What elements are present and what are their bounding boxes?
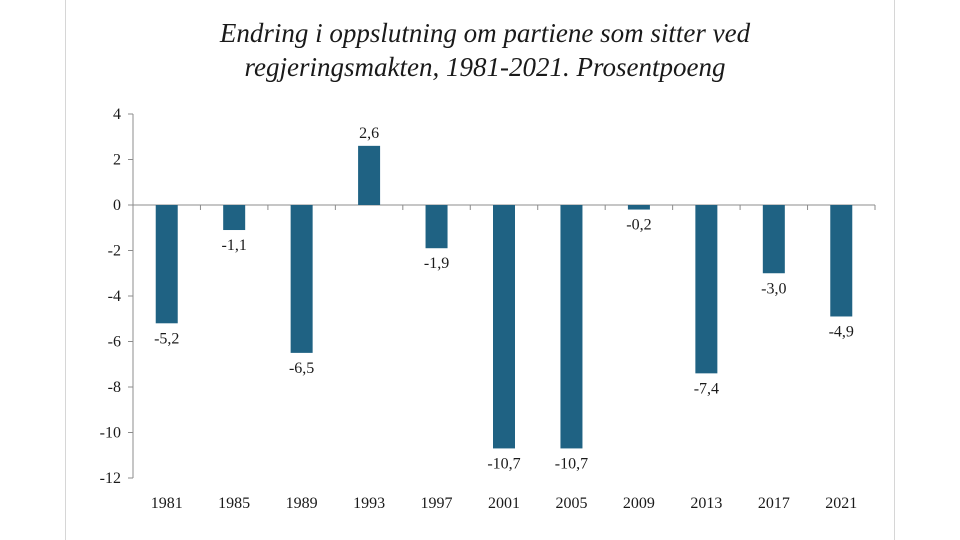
- x-category-label-1997: 1997: [421, 495, 453, 512]
- bar-1981: [155, 205, 178, 324]
- bar-1989: [290, 205, 313, 353]
- bar-1993: [358, 145, 381, 205]
- data-label-1997: -1,9: [424, 255, 449, 272]
- bar-2013: [695, 205, 718, 374]
- y-tick-label: -6: [108, 334, 121, 351]
- data-label-2021: -4,9: [829, 323, 854, 340]
- y-tick-label: 4: [113, 106, 121, 123]
- y-tick-label: 2: [113, 152, 121, 169]
- x-category-label-1993: 1993: [353, 495, 385, 512]
- y-tick-label: -12: [100, 470, 121, 487]
- bar-2021: [830, 205, 853, 317]
- x-category-label-2001: 2001: [488, 495, 520, 512]
- bar-1997: [425, 205, 448, 249]
- data-label-1993: 2,6: [359, 125, 379, 142]
- x-category-label-2021: 2021: [825, 495, 857, 512]
- data-label-2009: -0,2: [626, 217, 651, 234]
- x-category-label-2009: 2009: [623, 495, 655, 512]
- chart-title-line-2: regjeringsmakten, 1981-2021. Prosentpoen…: [244, 52, 726, 82]
- y-tick-label: -10: [100, 425, 121, 442]
- x-category-label-1985: 1985: [218, 495, 250, 512]
- y-tick-label: -8: [108, 379, 121, 396]
- data-label-2005: -10,7: [555, 455, 588, 472]
- x-category-label-2005: 2005: [555, 495, 587, 512]
- chart-title: Endring i oppslutning om partiene som si…: [120, 16, 850, 84]
- x-category-label-1989: 1989: [286, 495, 318, 512]
- x-category-label-2013: 2013: [690, 495, 722, 512]
- data-label-1985: -1,1: [222, 237, 247, 254]
- data-label-2001: -10,7: [487, 455, 520, 472]
- bar-2009: [627, 205, 650, 210]
- y-tick-label: 0: [113, 197, 121, 214]
- data-label-2013: -7,4: [694, 380, 719, 397]
- x-category-label-2017: 2017: [758, 495, 790, 512]
- bar-2005: [560, 205, 583, 449]
- data-label-1981: -5,2: [154, 330, 179, 347]
- bar-2017: [762, 205, 785, 274]
- data-label-2017: -3,0: [761, 280, 786, 297]
- y-tick-label: -2: [108, 243, 121, 260]
- x-category-label-1981: 1981: [151, 495, 183, 512]
- bar-1985: [223, 205, 246, 231]
- chart-frame: [65, 0, 895, 540]
- data-label-1989: -6,5: [289, 360, 314, 377]
- y-tick-label: -4: [108, 288, 121, 305]
- bar-2001: [493, 205, 515, 449]
- chart-title-line-1: Endring i oppslutning om partiene som si…: [219, 18, 751, 48]
